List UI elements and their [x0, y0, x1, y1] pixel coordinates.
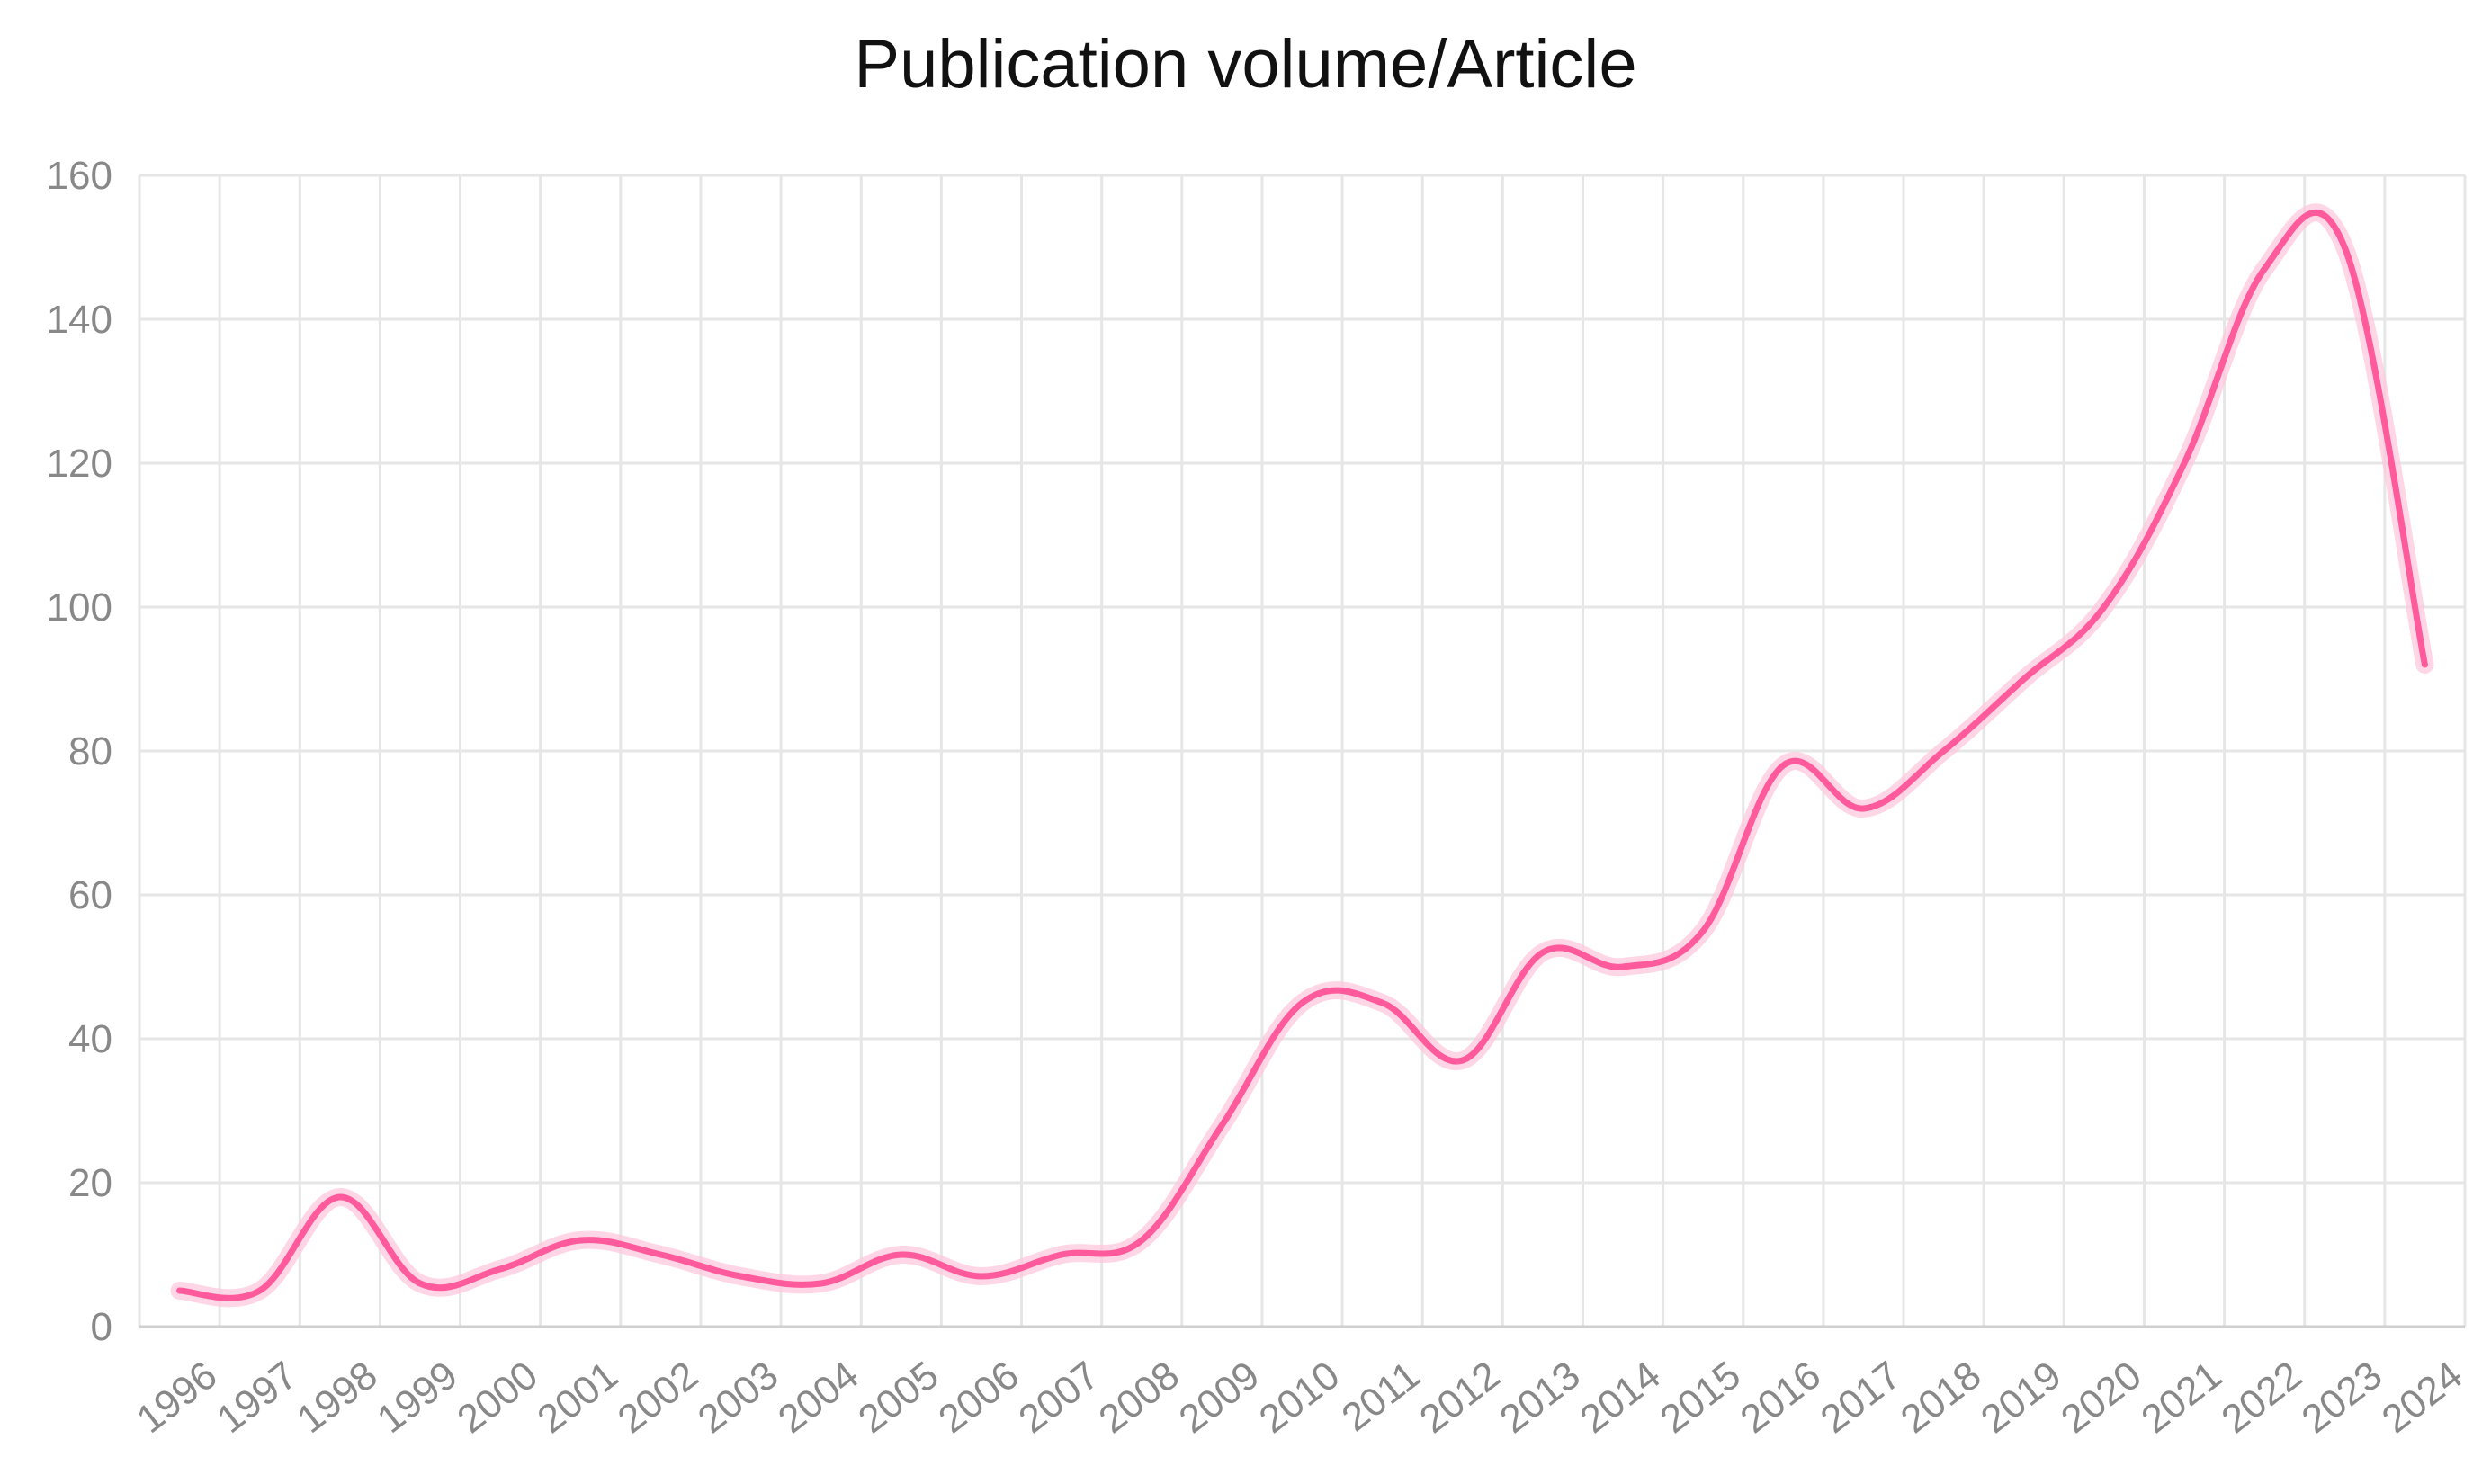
- x-tick-label: 2015: [1653, 1353, 1749, 1442]
- series-line-glow: [170, 203, 2434, 1308]
- x-tick-label: 2013: [1492, 1353, 1588, 1442]
- series-layer: [170, 203, 2434, 1308]
- y-tick-label: 160: [47, 154, 112, 198]
- x-tick-label: 2006: [930, 1353, 1026, 1442]
- x-tick-label: 2018: [1893, 1353, 1989, 1442]
- x-tick-label: 2016: [1733, 1353, 1829, 1442]
- x-tick-label: 2011: [1334, 1353, 1429, 1440]
- x-tick-label: 1999: [369, 1353, 465, 1442]
- y-tick-label: 60: [68, 873, 112, 917]
- x-tick-label: 2001: [530, 1353, 626, 1442]
- series-line: [176, 209, 2428, 1301]
- y-tick-label: 140: [47, 298, 112, 342]
- y-tick-label: 40: [68, 1017, 112, 1061]
- x-tick-label: 2004: [770, 1353, 866, 1442]
- x-tick-label: 2020: [2053, 1353, 2149, 1442]
- x-tick-label: 1998: [289, 1353, 385, 1442]
- x-tick-label: 2002: [610, 1353, 706, 1442]
- y-tick-label: 100: [47, 586, 112, 630]
- x-tick-label: 2017: [1813, 1353, 1909, 1442]
- x-tick-label: 1996: [129, 1353, 225, 1442]
- y-tick-label: 120: [47, 442, 112, 486]
- x-tick-label: 2014: [1572, 1353, 1668, 1442]
- x-tick-label: 2009: [1171, 1353, 1268, 1442]
- x-tick-label: 2024: [2374, 1353, 2470, 1442]
- x-tick-label: 2023: [2294, 1353, 2390, 1442]
- x-tick-label: 2010: [1251, 1353, 1348, 1442]
- x-tick-label: 2005: [850, 1353, 946, 1442]
- tick-labels: 0204060801001201401601996199719981999200…: [47, 154, 2471, 1442]
- x-tick-label: 2019: [1973, 1353, 2069, 1442]
- x-tick-label: 2003: [690, 1353, 786, 1442]
- y-tick-label: 0: [91, 1305, 112, 1349]
- x-tick-label: 2007: [1011, 1353, 1107, 1442]
- chart-title: Publication volume/Article: [854, 26, 1637, 103]
- x-tick-label: 2000: [450, 1353, 546, 1442]
- grid: [138, 174, 2467, 1327]
- x-tick-label: 2012: [1411, 1353, 1508, 1442]
- x-tick-label: 2021: [2133, 1353, 2229, 1442]
- x-tick-label: 2008: [1091, 1353, 1187, 1442]
- y-tick-label: 20: [68, 1161, 112, 1205]
- y-tick-label: 80: [68, 729, 112, 773]
- x-tick-label: 2022: [2214, 1353, 2310, 1442]
- x-tick-label: 1997: [209, 1353, 305, 1442]
